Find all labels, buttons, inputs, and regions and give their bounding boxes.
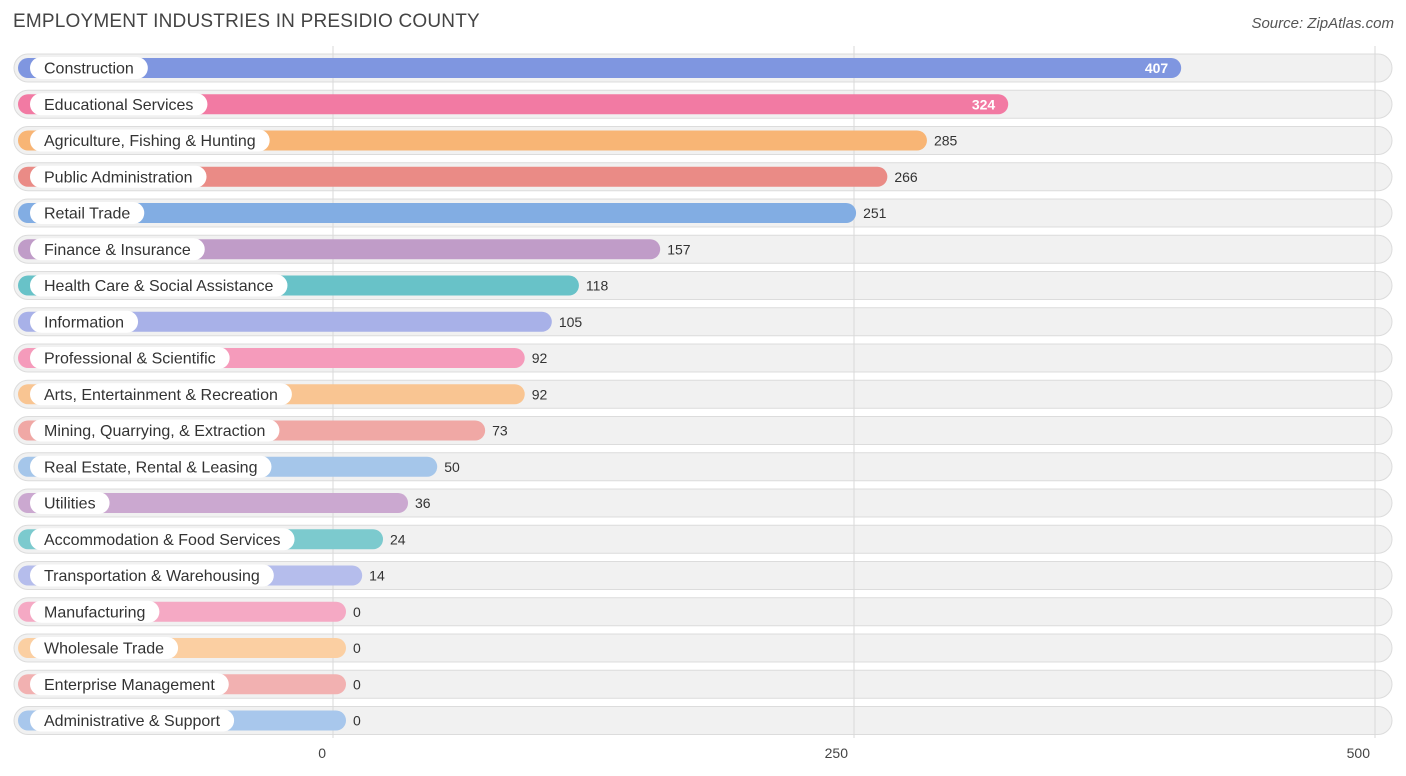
value-label: 0: [353, 640, 361, 656]
bar: [18, 203, 857, 223]
category-label-pill: [30, 93, 208, 116]
category-label: Construction: [44, 61, 134, 78]
value-label: 0: [353, 676, 361, 692]
category-label-pill: [30, 274, 288, 297]
chart-title: EMPLOYMENT INDUSTRIES IN PRESIDIO COUNTY: [13, 11, 480, 32]
category-label-pill: [30, 310, 139, 333]
category-label: Transportation & Warehousing: [44, 568, 260, 585]
bar: [18, 493, 409, 513]
row-background: [13, 706, 1393, 735]
category-label-pill: [30, 528, 295, 551]
value-label: 157: [667, 241, 691, 257]
value-label: 0: [353, 604, 361, 620]
category-label-pill: [30, 129, 270, 152]
row-background: [13, 633, 1393, 663]
category-label-pill: [30, 492, 110, 514]
category-label-pill: [30, 709, 235, 732]
category-label-pill: [30, 455, 272, 478]
chart-source: Source: ZipAtlas.com: [1251, 15, 1394, 32]
category-label-pill: [30, 347, 230, 369]
category-label: Mining, Quarrying, & Extraction: [44, 423, 265, 440]
category-label: Finance & Insurance: [44, 242, 191, 259]
category-label: Enterprise Management: [44, 677, 215, 694]
value-label: 285: [934, 133, 958, 149]
category-label-pill: [30, 564, 274, 587]
category-label-pill: [30, 637, 179, 659]
category-label-pill: [30, 600, 160, 623]
value-label: 105: [559, 314, 583, 330]
value-label: 24: [390, 531, 406, 547]
bar: [18, 311, 552, 332]
x-tick-label: 0: [318, 745, 326, 761]
row-background: [13, 669, 1393, 699]
category-label: Arts, Entertainment & Recreation: [44, 387, 278, 404]
x-tick-label: 250: [825, 745, 849, 761]
bar: [18, 166, 888, 187]
category-label-pill: [30, 383, 292, 406]
category-label: Public Administration: [44, 169, 193, 186]
category-label-pill: [30, 57, 148, 79]
value-label: 251: [863, 205, 887, 221]
category-label: Administrative & Support: [44, 713, 221, 730]
category-label: Accommodation & Food Services: [44, 532, 281, 549]
bar: [18, 58, 1182, 78]
x-tick-label: 500: [1347, 745, 1371, 761]
category-label: Utilities: [44, 496, 96, 513]
value-label: 14: [369, 568, 385, 584]
bar: [18, 94, 1009, 115]
category-label: Agriculture, Fishing & Hunting: [44, 133, 256, 150]
value-label: 118: [586, 278, 609, 294]
category-label-pill: [30, 419, 280, 442]
value-label: 73: [492, 423, 508, 439]
value-label: 0: [353, 713, 361, 729]
value-label: 50: [444, 459, 460, 475]
category-label: Health Care & Social Assistance: [44, 278, 274, 295]
category-label: Educational Services: [44, 97, 193, 114]
category-label-pill: [30, 238, 205, 261]
category-label-pill: [30, 202, 145, 224]
value-label: 407: [1145, 60, 1169, 76]
category-label: Wholesale Trade: [44, 641, 164, 658]
value-label: 92: [532, 386, 548, 402]
category-label: Manufacturing: [44, 604, 145, 621]
value-label: 92: [532, 350, 548, 366]
value-label: 266: [894, 169, 918, 185]
row-background: [13, 597, 1393, 627]
category-label: Professional & Scientific: [44, 351, 216, 368]
category-label-pill: [30, 165, 207, 188]
category-label: Real Estate, Rental & Leasing: [44, 459, 257, 476]
category-label: Information: [44, 314, 124, 331]
value-label: 324: [972, 96, 996, 112]
value-label: 36: [415, 495, 431, 511]
category-label: Retail Trade: [44, 206, 130, 223]
category-label-pill: [30, 673, 229, 696]
